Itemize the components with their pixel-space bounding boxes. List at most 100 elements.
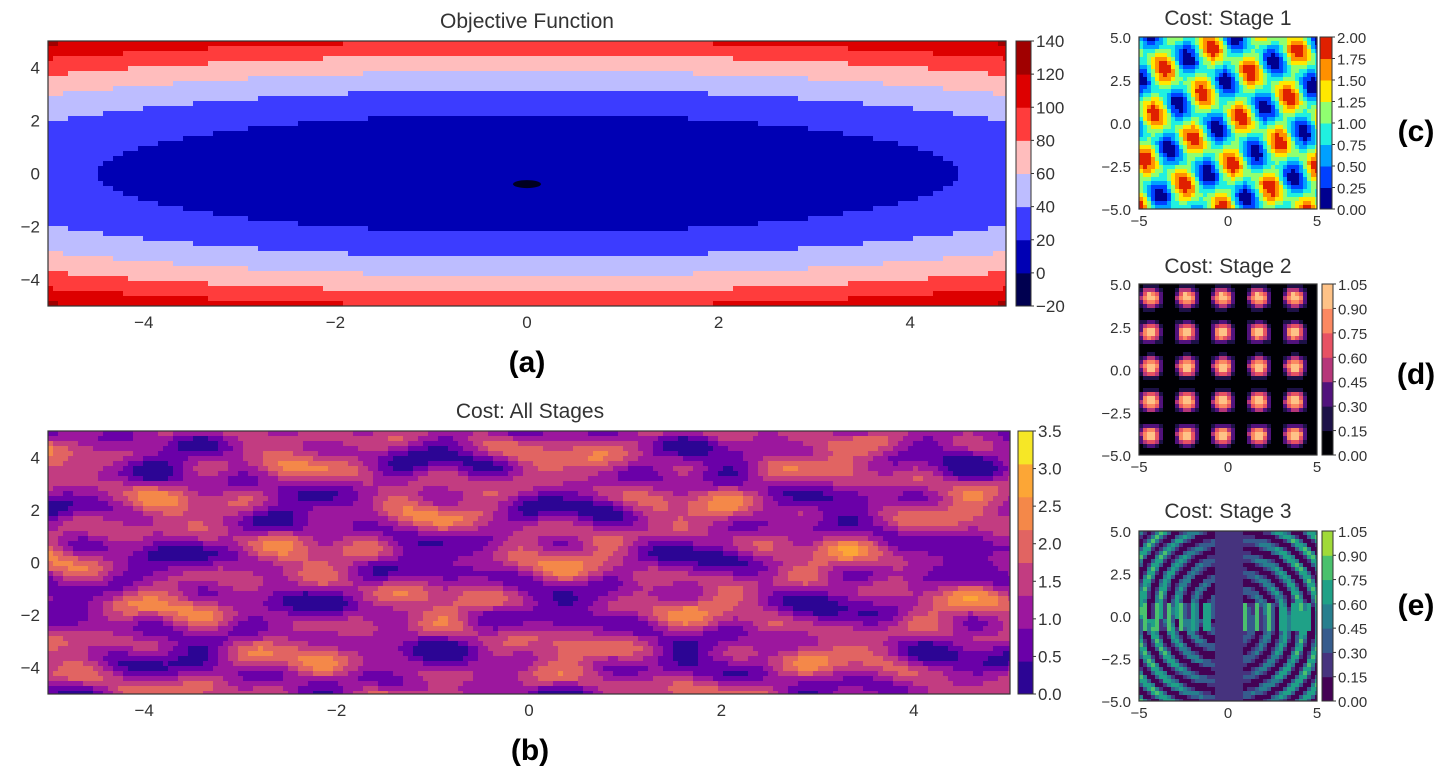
y-tick-label: −4 [21,659,40,678]
colorbar-tick-label: 0.75 [1338,573,1367,590]
colorbar-tick-label: 0.45 [1338,375,1367,392]
axes-frame [1138,283,1318,456]
y-tick-label: 0.0 [1110,363,1131,380]
colorbar-tick-label: 0.0 [1038,685,1062,704]
colorbar-tick-label: 0.00 [1337,202,1366,219]
colorbar-band [1016,206,1031,241]
colorbar-tick-label: 0.60 [1338,350,1367,367]
colorbar-band [1322,652,1333,678]
colorbar-band [1322,406,1333,432]
colorbar-band [1322,332,1333,358]
axes-frame [47,40,1007,307]
panel-e: Cost: Stage 3−5 0 55.02.50.0−2.5−5.0 0.000.… [1101,500,1434,722]
panel-label: (a) [509,346,546,379]
colorbar-band [1018,496,1033,531]
x-tick-label: 2 [717,701,726,720]
colorbar-tick-label: 0.50 [1337,159,1366,176]
colorbar-tick-label: 1.25 [1337,95,1366,112]
colorbar-tick-label: 100 [1036,98,1064,117]
colorbar-frame [1321,283,1334,456]
colorbar-band [1016,74,1031,108]
colorbar-band [1322,531,1333,556]
colorbar-tick-label: 0.00 [1338,694,1367,711]
colorbar-band [1018,628,1033,662]
colorbar-band [1018,661,1033,695]
colorbar-band [1322,381,1333,407]
y-tick-label: 0 [31,165,40,184]
colorbar-frame [1017,430,1034,695]
colorbar-band [1320,187,1332,210]
x-tick-label: −5 [1130,705,1147,722]
y-tick-label: −2.5 [1101,405,1131,422]
x-tick-label: −2 [326,313,345,332]
colorbar-tick-label: 140 [1036,32,1064,51]
y-tick-label: 2 [31,501,40,520]
y-tick-label: −2.5 [1101,652,1131,669]
y-tick-label: 2.5 [1110,320,1131,337]
colorbar: −20 0 20 40 60 80 100 120 140 [1015,32,1065,316]
y-tick-label: 5.0 [1110,277,1131,294]
colorbar-band [1322,579,1333,605]
x-tick-label: 4 [909,701,918,720]
colorbar-tick-label: −20 [1036,297,1065,316]
x-tick-label: 0 [1224,705,1232,722]
colorbar-tick-label: 0.75 [1337,138,1366,155]
colorbar: 0.00 0.25 0.50 0.75 1.00 1.25 1.50 1.75 2.00 [1319,30,1366,219]
axes-frame [47,430,1011,695]
y-tick-label: −2 [21,606,40,625]
y-tick-label: −2.5 [1101,159,1131,176]
colorbar-tick-label: 1.5 [1038,572,1062,591]
colorbar-band [1016,173,1031,208]
colorbar-band [1018,431,1033,465]
panel-d: Cost: Stage 2−5 0 55.02.50.0−2.5−5.0 0.000.… [1101,255,1435,476]
colorbar-tick-label: 1.0 [1038,610,1062,629]
colorbar-tick-label: 1.50 [1337,73,1366,90]
colorbar-band [1018,562,1033,596]
colorbar-band [1320,101,1332,124]
chart-title: Cost: Stage 1 [1164,7,1291,30]
y-tick-label: 5.0 [1110,524,1131,541]
colorbar-tick-label: 120 [1036,65,1064,84]
y-tick-label: 4 [31,448,40,467]
colorbar-tick-label: 0.15 [1338,424,1367,441]
colorbar: 0.00 0.15 0.30 0.45 0.60 0.75 0.90 1.05 [1321,524,1367,711]
y-tick-label: −5.0 [1101,448,1131,465]
x-tick-label: 0 [1224,459,1232,476]
colorbar-tick-label: 1.05 [1338,524,1367,541]
axes-frame [1138,530,1318,702]
colorbar-band [1322,430,1333,456]
colorbar-tick-label: 2.0 [1038,535,1062,554]
y-tick-label: 0.0 [1110,609,1131,626]
panel-c: Cost: Stage 1−5 0 55.02.50.0−2.5−5.0 0.000.… [1101,7,1434,230]
colorbar-band [1322,308,1333,334]
colorbar-tick-label: 0.00 [1338,448,1367,465]
colorbar-tick-label: 3.5 [1038,422,1062,441]
x-tick-label: −2 [327,701,346,720]
colorbar-tick-label: 2.5 [1038,497,1062,516]
y-tick-label: 5.0 [1110,30,1131,47]
x-tick-label: −5 [1130,213,1147,230]
colorbar-tick-label: 0.25 [1337,181,1366,198]
colorbar-tick-label: 60 [1036,165,1055,184]
x-tick-label: 0 [524,701,533,720]
colorbar-tick-label: 2.00 [1337,30,1366,47]
colorbar-band [1322,676,1333,702]
panel-label: (c) [1398,115,1435,148]
panel-b: Cost: All Stages −4 −2 0 2 4 −4 −2 0 2 4 0.0 0.5 1.0 1… [21,400,1062,767]
y-tick-label: 4 [31,59,40,78]
y-tick-label: −5.0 [1101,202,1131,219]
colorbar-band [1016,41,1031,75]
x-tick-label: 5 [1313,213,1321,230]
panel-label: (e) [1398,589,1435,622]
contour-fill [1139,284,1317,455]
panel-a: Objective Function−4 −2 0 2 4−4−2024−2002040… [21,10,1065,379]
colorbar-tick-label: 20 [1036,231,1055,250]
colorbar-band [1322,555,1333,581]
colorbar-band [1320,58,1332,81]
chart-title: Cost: Stage 2 [1164,255,1291,278]
colorbar-band [1016,140,1031,174]
colorbar-band [1322,603,1333,629]
colorbar-tick-label: 0.75 [1338,326,1367,343]
y-tick-label: 2.5 [1110,73,1131,90]
y-tick-label: 2 [31,112,40,131]
